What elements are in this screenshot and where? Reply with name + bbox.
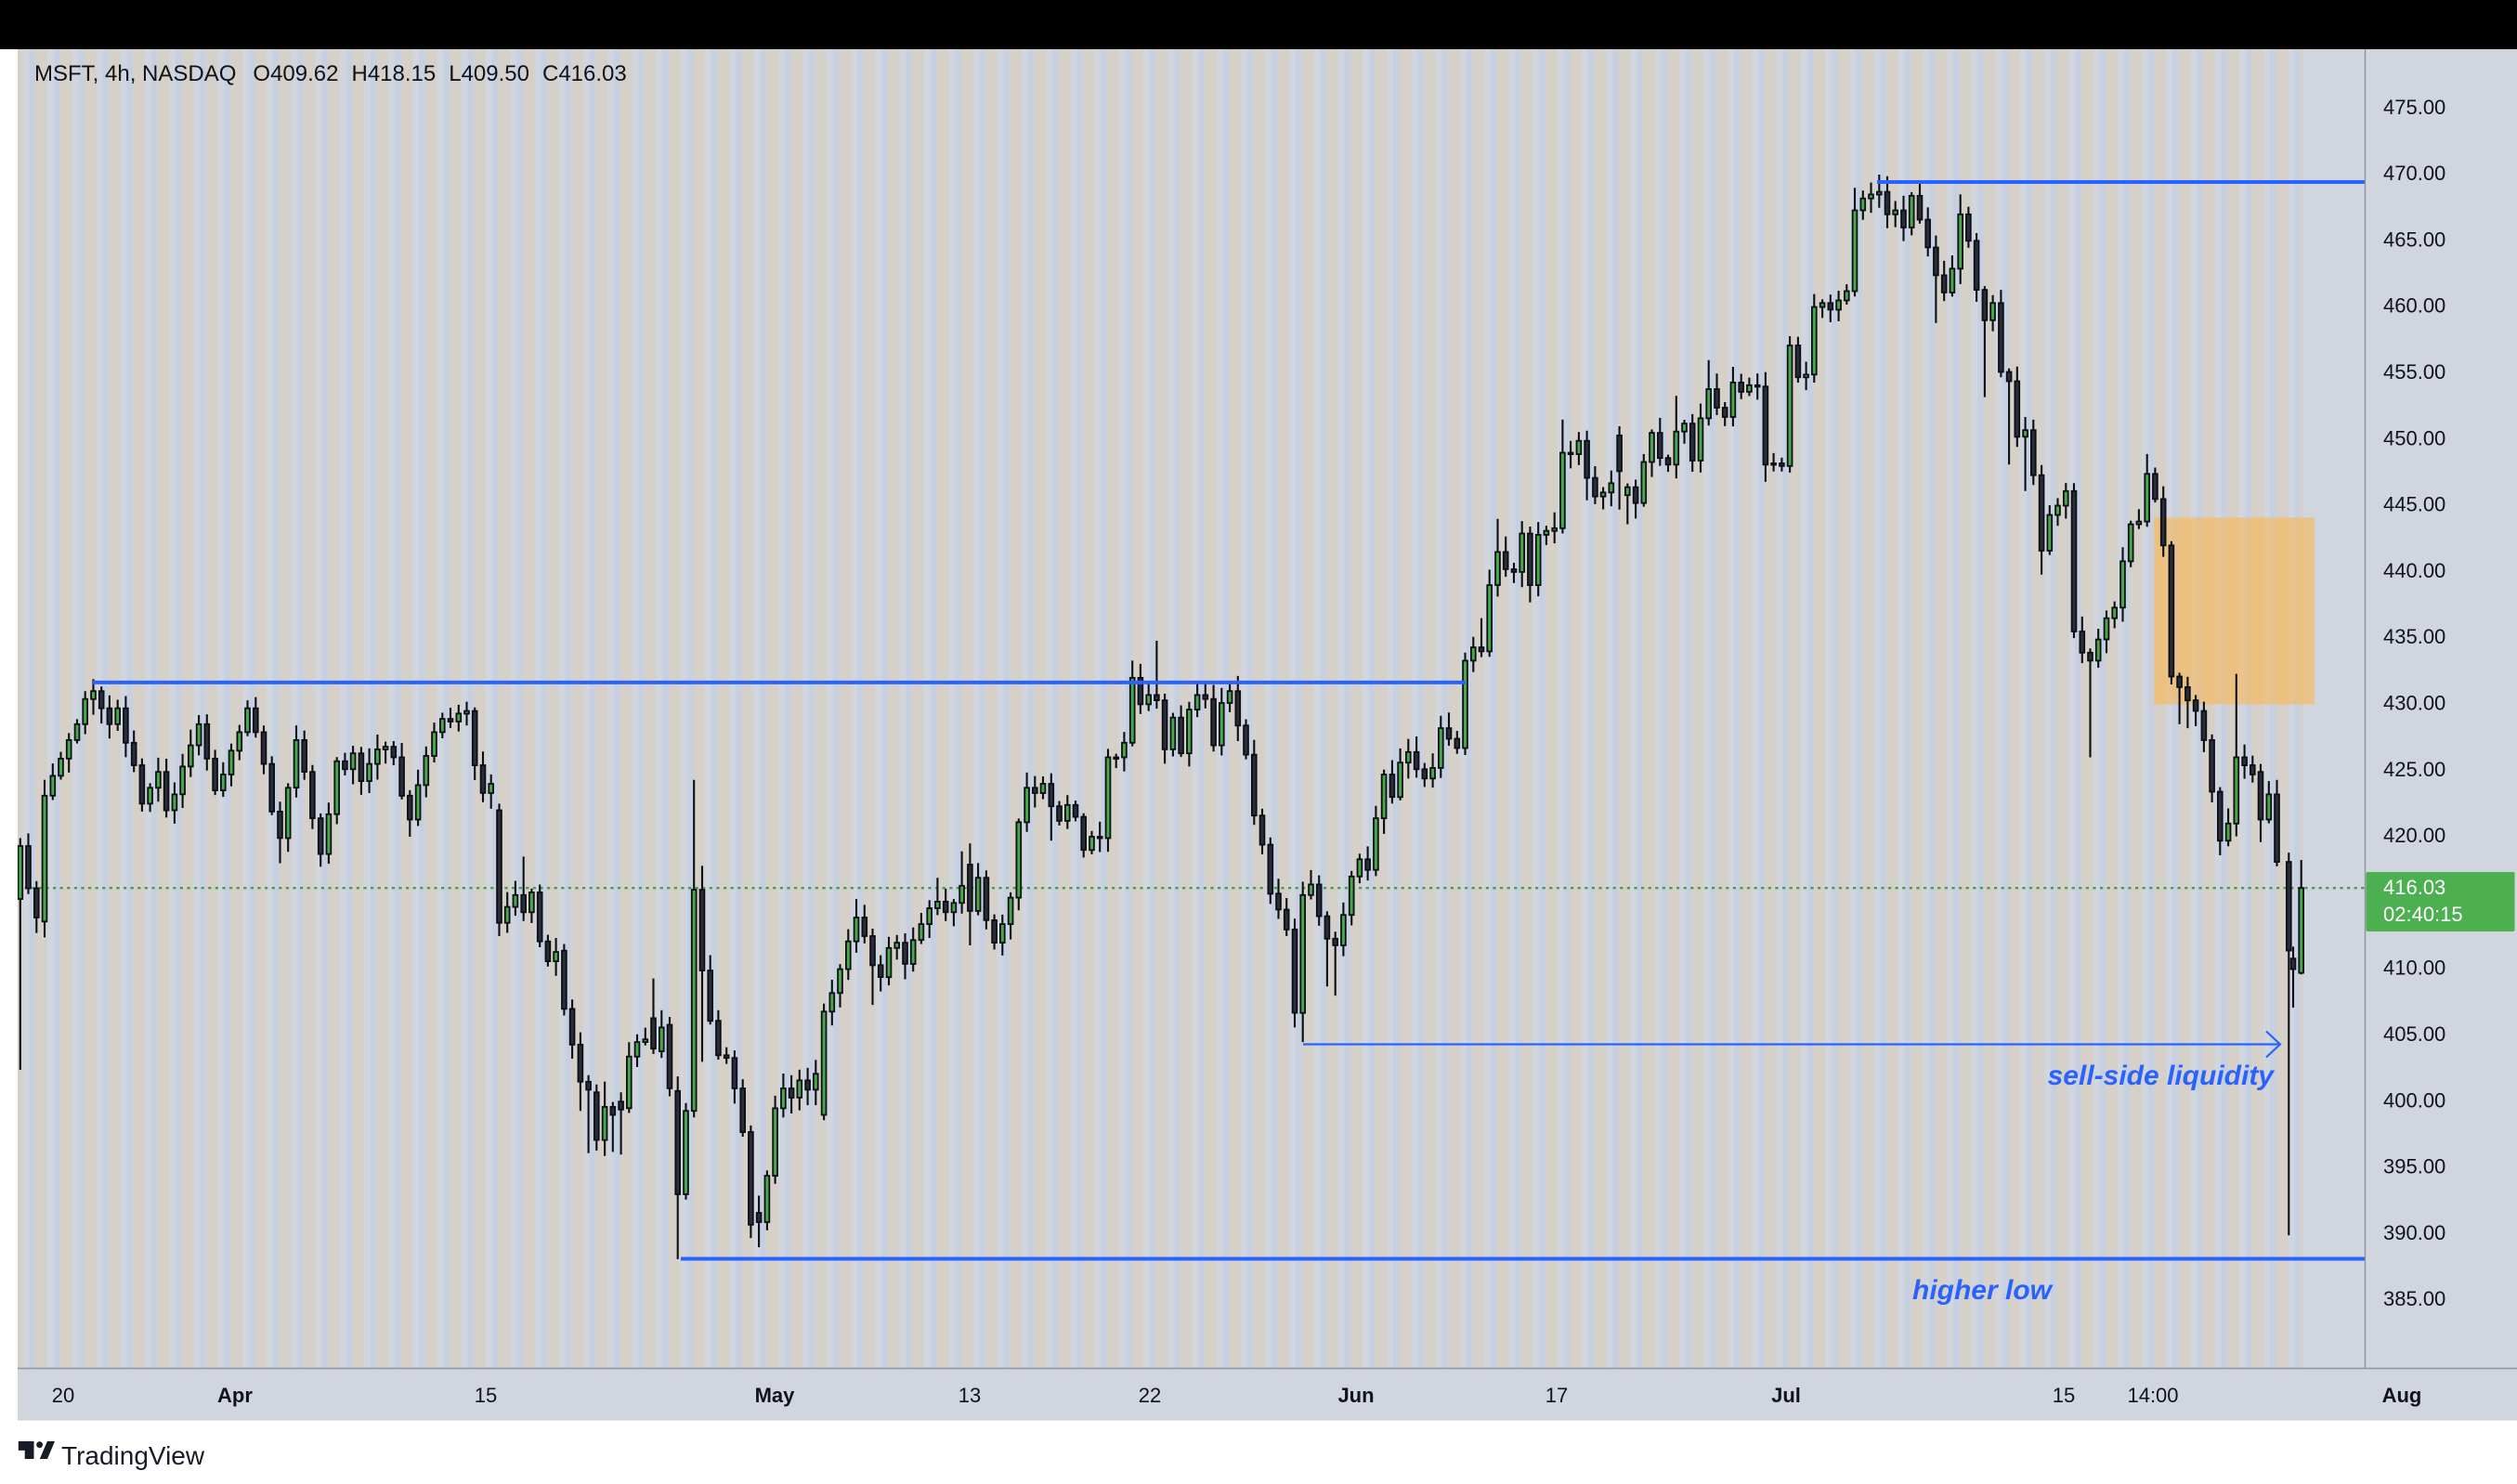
svg-text:TradingView: TradingView <box>61 1441 205 1470</box>
svg-text:02:40:15: 02:40:15 <box>2383 903 2463 926</box>
svg-text:14:00: 14:00 <box>2127 1384 2178 1407</box>
svg-text:385.00: 385.00 <box>2383 1287 2445 1310</box>
svg-text:440.00: 440.00 <box>2383 559 2445 582</box>
svg-text:460.00: 460.00 <box>2383 294 2445 318</box>
svg-text:390.00: 390.00 <box>2383 1221 2445 1244</box>
svg-text:sell-side liquidity: sell-side liquidity <box>2048 1061 2276 1091</box>
svg-text:15: 15 <box>475 1384 497 1407</box>
svg-text:450.00: 450.00 <box>2383 426 2445 449</box>
svg-text:22: 22 <box>1139 1384 1161 1407</box>
svg-text:445.00: 445.00 <box>2383 493 2445 516</box>
svg-text:400.00: 400.00 <box>2383 1088 2445 1112</box>
svg-text:416.03: 416.03 <box>2383 876 2445 899</box>
svg-text:Jun: Jun <box>1337 1384 1374 1407</box>
svg-text:475.00: 475.00 <box>2383 96 2445 119</box>
svg-text:higher low: higher low <box>1912 1275 2054 1306</box>
svg-text:425.00: 425.00 <box>2383 758 2445 781</box>
svg-text:15: 15 <box>2053 1384 2075 1407</box>
svg-text:May: May <box>755 1384 796 1407</box>
svg-text:455.00: 455.00 <box>2383 360 2445 384</box>
svg-text:420.00: 420.00 <box>2383 824 2445 847</box>
svg-text:Aug: Aug <box>2382 1384 2422 1407</box>
svg-text:17: 17 <box>1545 1384 1568 1407</box>
svg-text:Apr: Apr <box>217 1384 253 1407</box>
svg-text:395.00: 395.00 <box>2383 1155 2445 1178</box>
svg-text:405.00: 405.00 <box>2383 1022 2445 1046</box>
svg-text:20: 20 <box>52 1384 74 1407</box>
svg-text:465.00: 465.00 <box>2383 228 2445 251</box>
svg-text:470.00: 470.00 <box>2383 162 2445 185</box>
svg-text:430.00: 430.00 <box>2383 692 2445 715</box>
svg-text:410.00: 410.00 <box>2383 957 2445 980</box>
svg-text:Jul: Jul <box>1771 1384 1801 1407</box>
svg-text:435.00: 435.00 <box>2383 625 2445 648</box>
svg-text:13: 13 <box>959 1384 981 1407</box>
